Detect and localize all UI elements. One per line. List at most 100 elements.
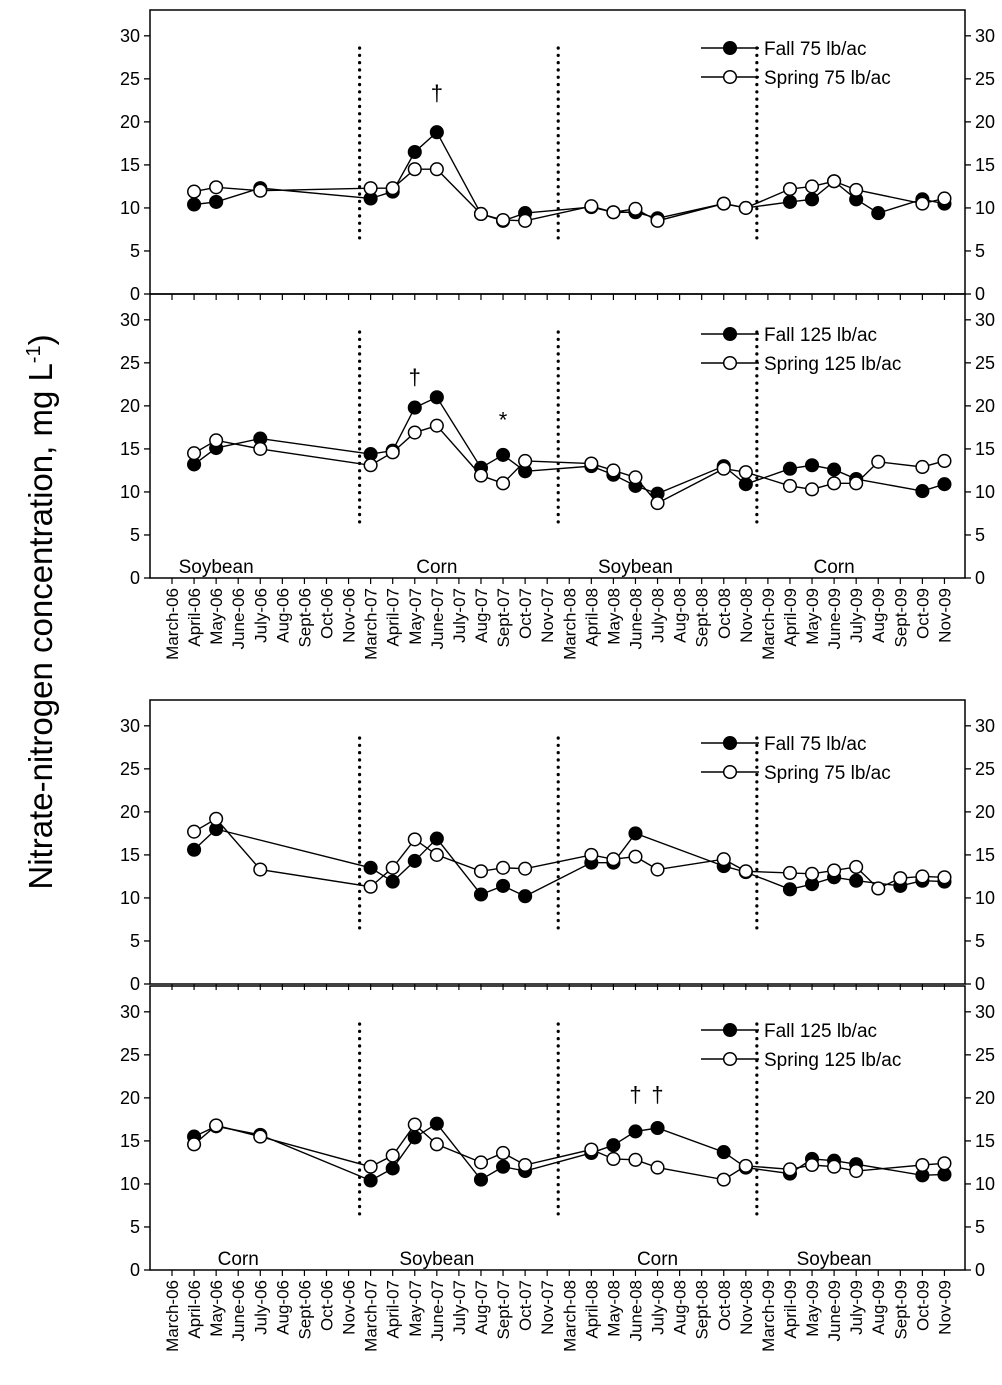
data-point-fall: [429, 125, 444, 140]
data-point-fall: [937, 477, 952, 492]
data-point-spring: [849, 859, 864, 875]
legend-marker: [722, 40, 738, 56]
data-point-spring: [849, 1163, 864, 1179]
legend-marker: [722, 735, 738, 751]
crop-label: Soybean: [179, 557, 254, 578]
x-tick-label: July-08: [649, 1280, 668, 1335]
data-point-spring: [782, 1162, 798, 1177]
data-point-fall: [782, 194, 798, 209]
data-point-spring: [827, 476, 842, 491]
y-tick-label-right: 20: [975, 1088, 995, 1108]
x-tick-label: Sept-08: [693, 588, 712, 648]
x-tick-label: Sept-07: [494, 588, 513, 648]
y-tick-label-right: 5: [975, 931, 985, 951]
x-tick-label: Sept-09: [891, 1280, 910, 1340]
x-tick-label: Nov-08: [737, 1280, 756, 1335]
y-tick-label-right: 15: [975, 439, 995, 459]
x-tick-label: June-06: [229, 1280, 248, 1341]
data-point-spring: [473, 864, 489, 879]
x-tick-label: July-09: [847, 588, 866, 643]
x-tick-label: July-07: [450, 1280, 469, 1335]
x-tick-label: Sept-06: [295, 1280, 314, 1340]
data-point-spring: [937, 191, 952, 206]
y-tick-label-left: 30: [120, 716, 140, 736]
data-point-spring: [804, 1157, 820, 1173]
panel-frame: [149, 293, 966, 579]
data-point-spring: [363, 879, 378, 894]
y-tick-label-right: 15: [975, 845, 995, 865]
crop-label: Corn: [218, 1249, 259, 1270]
y-tick-label-left: 25: [120, 759, 140, 779]
x-tick-label: Aug-08: [671, 588, 690, 643]
x-tick-label: Aug-09: [869, 1280, 888, 1335]
x-tick-label: April-06: [185, 1280, 204, 1339]
x-tick-label: April-07: [384, 588, 403, 647]
data-point-spring: [496, 1145, 511, 1161]
x-tick-label: Nov-08: [737, 588, 756, 643]
data-point-spring: [429, 847, 444, 862]
data-point-fall: [827, 462, 842, 477]
y-tick-label-right: 30: [975, 310, 995, 330]
series-line-spring: [193, 168, 945, 222]
data-point-fall: [804, 192, 820, 207]
data-point-spring: [716, 461, 731, 476]
data-point-spring: [407, 425, 422, 440]
y-tick-label-left: 5: [130, 241, 140, 261]
x-tick-label: March-09: [759, 588, 778, 660]
x-tick-label: March-09: [759, 1280, 778, 1352]
legend-marker: [722, 1051, 738, 1067]
legend-marker: [722, 355, 738, 371]
x-tick-label: Oct-08: [715, 588, 734, 639]
data-point-spring: [628, 1152, 643, 1167]
data-point-fall: [782, 882, 798, 897]
data-point-spring: [628, 201, 643, 216]
data-point-spring: [518, 453, 533, 469]
data-point-spring: [871, 454, 886, 469]
data-point-spring: [496, 860, 511, 875]
legend-entry: Spring 75 lb/ac: [764, 68, 891, 89]
data-point-spring: [650, 496, 665, 511]
data-point-spring: [606, 852, 621, 867]
x-tick-label: March-06: [163, 588, 182, 660]
data-point-spring: [363, 181, 378, 196]
y-tick-label-right: 20: [975, 396, 995, 416]
data-point-spring: [584, 199, 599, 214]
x-tick-label: March-08: [560, 588, 579, 660]
y-tick-label-left: 10: [120, 1174, 140, 1194]
data-point-spring: [827, 174, 842, 189]
x-tick-label: Aug-08: [671, 1280, 690, 1335]
data-point-fall: [385, 874, 400, 889]
x-tick-label: April-09: [781, 588, 800, 647]
data-point-spring: [187, 824, 202, 839]
data-point-spring: [738, 1158, 753, 1173]
data-point-spring: [893, 871, 908, 886]
y-tick-label-left: 20: [120, 1088, 140, 1108]
x-tick-label: June-07: [428, 588, 447, 649]
y-tick-label-right: 0: [975, 568, 985, 588]
x-tick-label: June-09: [825, 588, 844, 649]
significance-dagger: †: [431, 80, 443, 105]
x-tick-label: July-07: [450, 588, 469, 643]
x-tick-label: June-06: [229, 588, 248, 649]
data-point-spring: [606, 463, 621, 478]
x-tick-label: Sept-07: [494, 1280, 513, 1340]
data-point-spring: [363, 458, 378, 473]
panel-4: 0 0 5 5 10 10 15 15 20 20 25 25 30 30 Corn Soybean Corn S…: [120, 985, 995, 1280]
data-point-spring: [937, 1156, 952, 1171]
y-tick-label-left: 10: [120, 888, 140, 908]
y-tick-label-right: 5: [975, 525, 985, 545]
data-point-spring: [849, 476, 864, 491]
x-tick-label: April-09: [781, 1280, 800, 1339]
significance-dagger: †: [629, 1082, 641, 1107]
data-point-fall: [407, 853, 422, 868]
x-tick-label: Oct-07: [516, 1280, 535, 1331]
data-point-fall: [407, 400, 422, 415]
x-tick-label: May-07: [406, 1280, 425, 1337]
data-point-spring: [385, 181, 400, 196]
y-tick-label-right: 25: [975, 759, 995, 779]
x-tick-label: May-06: [207, 588, 226, 645]
data-point-spring: [385, 1148, 400, 1163]
y-tick-label-right: 30: [975, 1002, 995, 1022]
y-tick-label-left: 0: [130, 974, 140, 994]
data-point-spring: [650, 213, 665, 228]
